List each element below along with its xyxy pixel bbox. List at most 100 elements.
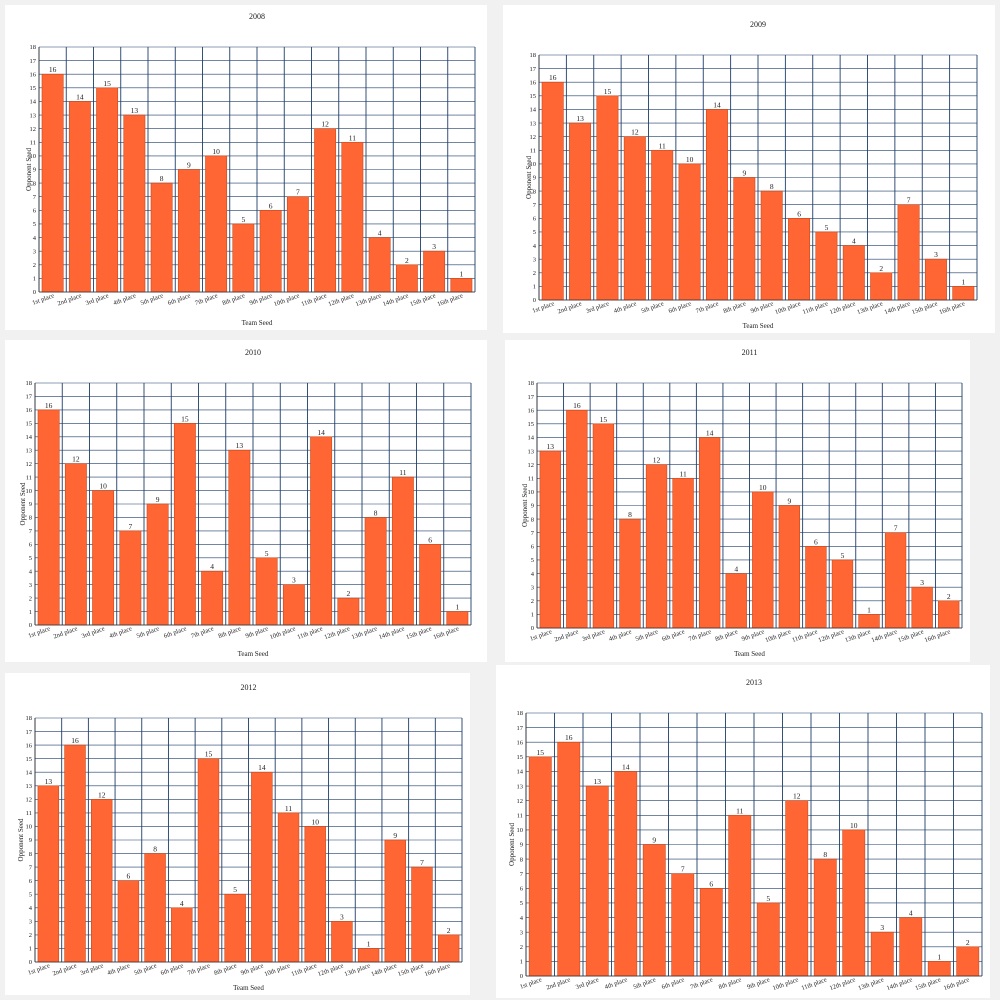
x-tick-label: 8th place	[722, 300, 747, 315]
x-tick-label: 7th place	[190, 625, 215, 640]
bar	[557, 741, 581, 977]
bar-value-label: 14	[258, 763, 266, 772]
bar	[539, 450, 561, 629]
bar-value-label: 1	[961, 277, 965, 286]
bar	[725, 573, 747, 629]
x-tick-label: 10th place	[269, 625, 297, 641]
bar	[68, 101, 91, 293]
bar	[645, 464, 668, 629]
y-tick-label: 3	[531, 584, 534, 591]
bar	[282, 584, 305, 626]
x-tick-label: 5th place	[140, 292, 165, 307]
y-tick-label: 11	[30, 139, 36, 146]
y-tick-label: 15	[528, 421, 535, 428]
chart-title: 2010	[245, 348, 261, 357]
y-tick-label: 16	[517, 739, 524, 746]
bar	[450, 278, 473, 293]
bar-value-label: 6	[269, 201, 273, 210]
x-tick-label: 9th place	[746, 976, 771, 991]
bar	[437, 934, 460, 963]
bar-value-label: 7	[296, 188, 300, 197]
y-tick-label: 2	[520, 944, 523, 951]
bar-value-label: 8	[628, 510, 632, 519]
y-tick-label: 6	[533, 216, 537, 223]
bar-value-label: 10	[759, 483, 767, 492]
bar-value-label: 1	[456, 603, 460, 612]
bar-value-label: 13	[594, 777, 602, 786]
bar	[785, 800, 809, 977]
bar	[651, 149, 674, 301]
x-tick-label: 5th place	[635, 628, 660, 643]
y-tick-label: 18	[26, 380, 33, 387]
bar-value-label: 14	[76, 92, 84, 101]
y-tick-label: 12	[517, 798, 524, 805]
y-tick-label: 0	[533, 297, 536, 304]
y-axis-label: Opponent Seed	[508, 823, 516, 866]
x-tick-label: 13th place	[844, 628, 872, 644]
x-tick-label: 3rd place	[581, 628, 606, 643]
chart-title: 2012	[241, 683, 257, 692]
bar-value-label: 15	[604, 87, 612, 96]
bar-value-label: 13	[547, 442, 555, 451]
x-tick-label: 12th place	[829, 300, 857, 316]
x-tick-label: 11th place	[296, 625, 324, 641]
x-tick-label: 5th place	[632, 976, 657, 991]
bar	[805, 546, 827, 629]
y-tick-label: 8	[531, 516, 534, 523]
bar	[813, 858, 837, 977]
x-tick-label: 2nd place	[53, 625, 79, 640]
bar-value-label: 6	[428, 535, 432, 544]
y-tick-label: 17	[30, 58, 37, 65]
bar	[91, 799, 113, 963]
chart-title: 2013	[746, 678, 762, 687]
bar-value-label: 2	[405, 256, 409, 265]
y-tick-label: 0	[29, 959, 32, 966]
bar	[232, 223, 255, 293]
y-tick-label: 15	[30, 85, 37, 92]
bar-value-label: 1	[460, 269, 464, 278]
y-tick-label: 17	[517, 725, 524, 732]
bar-value-label: 13	[576, 114, 584, 123]
bar	[870, 272, 893, 301]
bar-value-label: 14	[706, 428, 714, 437]
y-tick-label: 5	[520, 900, 523, 907]
bar	[357, 948, 380, 963]
y-tick-label: 2	[29, 595, 32, 602]
x-tick-label: 9th place	[240, 962, 265, 977]
y-tick-label: 2	[33, 262, 36, 269]
x-tick-label: 14th place	[886, 976, 914, 992]
bar	[391, 476, 414, 626]
bar	[364, 517, 387, 626]
y-tick-label: 6	[29, 542, 33, 549]
y-tick-label: 12	[528, 462, 535, 469]
bar	[37, 785, 60, 963]
y-tick-label: 12	[530, 134, 537, 141]
y-tick-label: 5	[531, 557, 534, 564]
x-tick-label: 2nd place	[52, 962, 78, 977]
y-tick-label: 5	[533, 229, 536, 236]
y-tick-label: 5	[29, 891, 32, 898]
y-tick-label: 9	[533, 175, 536, 182]
bar	[117, 880, 140, 963]
x-tick-label: 2nd place	[57, 292, 83, 307]
y-tick-label: 5	[33, 221, 36, 228]
y-tick-label: 3	[533, 256, 536, 263]
x-tick-label: 3rd place	[575, 976, 600, 991]
bar-value-label: 7	[129, 522, 133, 531]
bar-value-label: 8	[770, 182, 774, 191]
x-tick-label: 9th place	[750, 300, 775, 315]
bar-value-label: 3	[432, 242, 436, 251]
y-tick-label: 11	[528, 475, 534, 482]
bar-value-label: 4	[734, 565, 738, 574]
y-tick-label: 4	[33, 235, 37, 242]
x-tick-label: 5th place	[133, 962, 158, 977]
bar	[277, 812, 300, 963]
x-tick-label: 15th place	[409, 292, 437, 308]
bar	[927, 961, 951, 977]
bar-value-label: 7	[681, 865, 685, 874]
bar	[897, 204, 920, 301]
y-tick-label: 12	[26, 797, 33, 804]
bar	[96, 87, 119, 293]
x-tick-label: 15th place	[914, 976, 942, 992]
